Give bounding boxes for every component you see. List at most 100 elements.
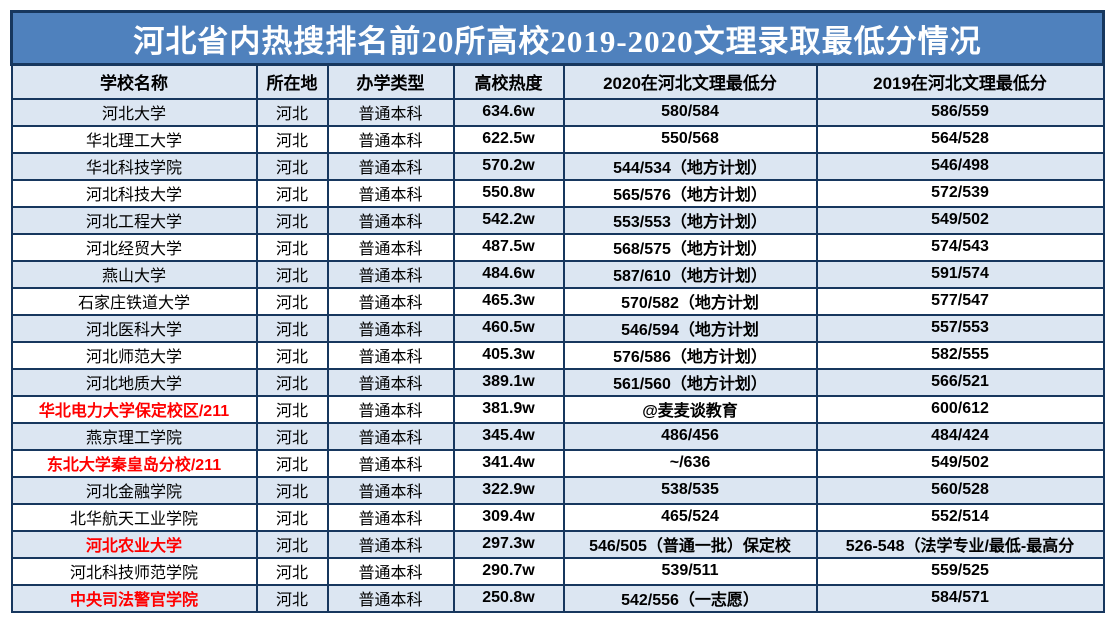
cell-school-type: 普通本科 (326, 313, 455, 343)
cell-school-name: 河北经贸大学 (10, 232, 258, 262)
cell-location: 河北 (255, 97, 329, 127)
table-row: 河北师范大学 河北 普通本科 405.3w 576/586（地方计划） 582/… (10, 340, 1105, 370)
cell-score-2020: 542/556（一志愿） (562, 583, 818, 613)
cell-location: 河北 (255, 178, 329, 208)
cell-score-2020: 553/553（地方计划） (562, 205, 818, 235)
cell-school-name: 河北师范大学 (10, 340, 258, 370)
cell-score-2019: 552/514 (815, 502, 1105, 532)
cell-heat: 484.6w (452, 259, 565, 289)
cell-score-2019: 591/574 (815, 259, 1105, 289)
cell-school-type: 普通本科 (326, 583, 455, 613)
table-row: 河北大学 河北 普通本科 634.6w 580/584 586/559 (10, 97, 1105, 127)
cell-location: 河北 (255, 124, 329, 154)
table-row: 河北农业大学 河北 普通本科 297.3w 546/505（普通一批）保定校 5… (10, 529, 1105, 559)
cell-score-2020: @麦麦谈教育 (562, 394, 818, 424)
cell-location: 河北 (255, 259, 329, 289)
table-row: 东北大学秦皇岛分校/211 河北 普通本科 341.4w ~/636 549/5… (10, 448, 1105, 478)
cell-location: 河北 (255, 421, 329, 451)
table-row: 北华航天工业学院 河北 普通本科 309.4w 465/524 552/514 (10, 502, 1105, 532)
table-row: 河北医科大学 河北 普通本科 460.5w 546/594（地方计划 557/5… (10, 313, 1105, 343)
cell-location: 河北 (255, 475, 329, 505)
cell-score-2019: 572/539 (815, 178, 1105, 208)
cell-score-2019: 577/547 (815, 286, 1105, 316)
cell-score-2019: 549/502 (815, 205, 1105, 235)
cell-score-2019: 586/559 (815, 97, 1105, 127)
cell-heat: 322.9w (452, 475, 565, 505)
cell-location: 河北 (255, 232, 329, 262)
cell-score-2020: 568/575（地方计划） (562, 232, 818, 262)
table-row: 河北地质大学 河北 普通本科 389.1w 561/560（地方计划） 566/… (10, 367, 1105, 397)
table-row: 石家庄铁道大学 河北 普通本科 465.3w 570/582（地方计划 577/… (10, 286, 1105, 316)
cell-location: 河北 (255, 367, 329, 397)
column-header-location: 所在地 (255, 63, 329, 100)
column-header-score-2020: 2020在河北文理最低分 (562, 63, 818, 100)
cell-school-type: 普通本科 (326, 286, 455, 316)
cell-score-2020: 465/524 (562, 502, 818, 532)
table-row: 河北经贸大学 河北 普通本科 487.5w 568/575（地方计划） 574/… (10, 232, 1105, 262)
table-row: 河北科技师范学院 河北 普通本科 290.7w 539/511 559/525 (10, 556, 1105, 586)
cell-school-type: 普通本科 (326, 394, 455, 424)
cell-location: 河北 (255, 448, 329, 478)
table-row: 中央司法警官学院 河北 普通本科 250.8w 542/556（一志愿） 584… (10, 583, 1105, 613)
cell-heat: 345.4w (452, 421, 565, 451)
table-body: 河北大学 河北 普通本科 634.6w 580/584 586/559 华北理工… (10, 97, 1105, 613)
cell-school-name: 华北理工大学 (10, 124, 258, 154)
cell-school-name: 石家庄铁道大学 (10, 286, 258, 316)
cell-heat: 542.2w (452, 205, 565, 235)
cell-heat: 297.3w (452, 529, 565, 559)
cell-score-2019: 560/528 (815, 475, 1105, 505)
table-row: 华北电力大学保定校区/211 河北 普通本科 381.9w @麦麦谈教育 600… (10, 394, 1105, 424)
cell-score-2019: 484/424 (815, 421, 1105, 451)
cell-score-2020: 580/584 (562, 97, 818, 127)
table-row: 华北科技学院 河北 普通本科 570.2w 544/534（地方计划） 546/… (10, 151, 1105, 181)
cell-school-type: 普通本科 (326, 529, 455, 559)
cell-score-2019: 564/528 (815, 124, 1105, 154)
cell-location: 河北 (255, 313, 329, 343)
cell-location: 河北 (255, 502, 329, 532)
cell-school-name: 河北地质大学 (10, 367, 258, 397)
cell-school-name: 河北医科大学 (10, 313, 258, 343)
cell-score-2020: 544/534（地方计划） (562, 151, 818, 181)
cell-score-2019: 557/553 (815, 313, 1105, 343)
cell-heat: 381.9w (452, 394, 565, 424)
cell-heat: 389.1w (452, 367, 565, 397)
cell-school-type: 普通本科 (326, 124, 455, 154)
cell-school-type: 普通本科 (326, 340, 455, 370)
cell-heat: 309.4w (452, 502, 565, 532)
cell-score-2019: 584/571 (815, 583, 1105, 613)
cell-score-2020: 546/594（地方计划 (562, 313, 818, 343)
cell-heat: 250.8w (452, 583, 565, 613)
cell-school-type: 普通本科 (326, 421, 455, 451)
cell-school-name: 河北科技师范学院 (10, 556, 258, 586)
table-title: 河北省内热搜排名前20所高校2019-2020文理录取最低分情况 (9, 10, 1106, 66)
cell-school-name: 河北金融学院 (10, 475, 258, 505)
cell-school-type: 普通本科 (326, 232, 455, 262)
cell-score-2020: 565/576（地方计划） (562, 178, 818, 208)
cell-score-2019: 600/612 (815, 394, 1105, 424)
cell-school-type: 普通本科 (326, 97, 455, 127)
cell-school-type: 普通本科 (326, 367, 455, 397)
page: 河北省内热搜排名前20所高校2019-2020文理录取最低分情况 学校名称 所在… (9, 10, 1106, 613)
cell-score-2020: 538/535 (562, 475, 818, 505)
cell-heat: 570.2w (452, 151, 565, 181)
cell-score-2020: ~/636 (562, 448, 818, 478)
cell-school-type: 普通本科 (326, 259, 455, 289)
cell-school-type: 普通本科 (326, 475, 455, 505)
cell-location: 河北 (255, 556, 329, 586)
cell-location: 河北 (255, 205, 329, 235)
cell-school-type: 普通本科 (326, 178, 455, 208)
cell-school-name: 华北科技学院 (10, 151, 258, 181)
cell-location: 河北 (255, 340, 329, 370)
column-header-school-name: 学校名称 (10, 63, 258, 100)
table-row: 河北工程大学 河北 普通本科 542.2w 553/553（地方计划） 549/… (10, 205, 1105, 235)
cell-school-name: 中央司法警官学院 (10, 583, 258, 613)
table-row: 河北金融学院 河北 普通本科 322.9w 538/535 560/528 (10, 475, 1105, 505)
cell-location: 河北 (255, 529, 329, 559)
cell-score-2019: 566/521 (815, 367, 1105, 397)
title-row: 河北省内热搜排名前20所高校2019-2020文理录取最低分情况 (9, 10, 1106, 66)
cell-heat: 465.3w (452, 286, 565, 316)
cell-score-2019: 549/502 (815, 448, 1105, 478)
cell-heat: 460.5w (452, 313, 565, 343)
cell-school-name: 燕京理工学院 (10, 421, 258, 451)
cell-heat: 405.3w (452, 340, 565, 370)
